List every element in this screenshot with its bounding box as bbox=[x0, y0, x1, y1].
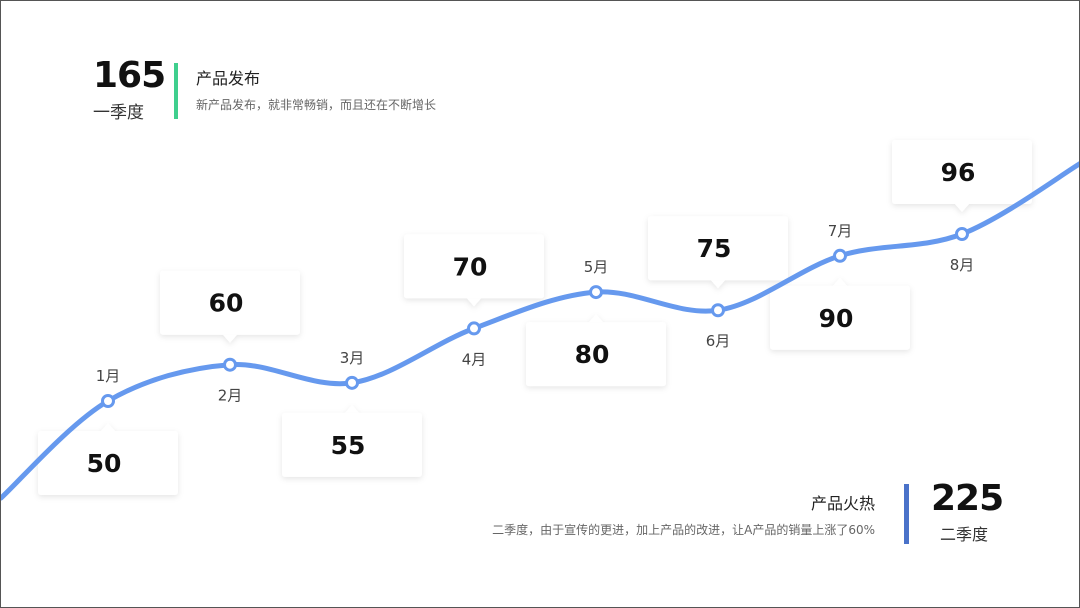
callout-pointer bbox=[223, 334, 237, 343]
value-callout bbox=[648, 216, 788, 289]
callout-pointer bbox=[345, 404, 359, 413]
data-label: 60 bbox=[209, 289, 244, 318]
data-point bbox=[955, 227, 969, 241]
q1-season: 一季度 bbox=[93, 103, 144, 123]
x-tick-label: 2月 bbox=[218, 387, 243, 405]
x-tick-label: 7月 bbox=[828, 222, 853, 240]
series-line bbox=[1, 161, 1079, 501]
value-callout bbox=[282, 404, 422, 477]
q2-total: 225 bbox=[931, 478, 1004, 519]
data-point bbox=[833, 248, 847, 263]
data-point bbox=[101, 394, 115, 408]
data-label: 90 bbox=[819, 304, 854, 333]
value-box bbox=[892, 140, 1032, 204]
q2-description: 二季度，由于宣传的更进，加上产品的改进，让A产品的销量上涨了60% bbox=[492, 523, 875, 537]
value-box bbox=[282, 412, 422, 477]
value-box bbox=[526, 322, 666, 387]
value-callout bbox=[404, 234, 544, 307]
q1-summary: 165 一季度 bbox=[93, 55, 166, 124]
callout-pointer bbox=[101, 423, 115, 431]
data-label: 75 bbox=[697, 234, 732, 263]
data-point bbox=[345, 375, 359, 390]
callout-pointer bbox=[833, 277, 847, 286]
value-callout bbox=[160, 270, 300, 343]
data-point bbox=[467, 321, 481, 336]
data-label: 50 bbox=[87, 449, 122, 478]
value-callout bbox=[892, 140, 1032, 212]
data-label: 70 bbox=[453, 252, 488, 281]
q2-title: 产品火热 bbox=[810, 494, 875, 513]
data-point bbox=[711, 303, 725, 318]
value-box bbox=[404, 234, 544, 299]
q1-description: 新产品发布，就非常畅销，而且还在不断增长 bbox=[196, 98, 437, 112]
q2-summary: 225 二季度 bbox=[931, 478, 1004, 545]
data-label: 80 bbox=[575, 340, 610, 369]
callout-pointer bbox=[955, 204, 969, 212]
value-box bbox=[648, 216, 788, 281]
callout-pointer bbox=[467, 298, 481, 307]
q2-accent-bar bbox=[904, 484, 909, 544]
data-label: 96 bbox=[941, 158, 976, 187]
x-tick-label: 4月 bbox=[462, 350, 487, 368]
value-box bbox=[770, 285, 910, 350]
q1-title: 产品发布 bbox=[196, 69, 261, 88]
value-box bbox=[38, 431, 178, 495]
value-box bbox=[160, 270, 300, 335]
value-callout bbox=[770, 277, 910, 350]
callout-pointer bbox=[589, 314, 603, 323]
data-point bbox=[223, 357, 237, 372]
x-tick-label: 1月 bbox=[96, 367, 121, 385]
q1-total: 165 bbox=[93, 55, 166, 96]
x-tick-label: 3月 bbox=[340, 349, 365, 367]
callout-pointer bbox=[711, 280, 725, 289]
value-callout bbox=[526, 314, 666, 387]
q1-accent-bar bbox=[174, 63, 178, 119]
data-label: 55 bbox=[331, 431, 366, 460]
q2-season: 二季度 bbox=[939, 525, 988, 544]
value-callout bbox=[38, 423, 178, 495]
data-point bbox=[589, 285, 603, 300]
x-tick-label: 5月 bbox=[584, 258, 609, 276]
x-tick-label: 6月 bbox=[706, 332, 731, 350]
x-tick-label: 8月 bbox=[950, 256, 975, 274]
